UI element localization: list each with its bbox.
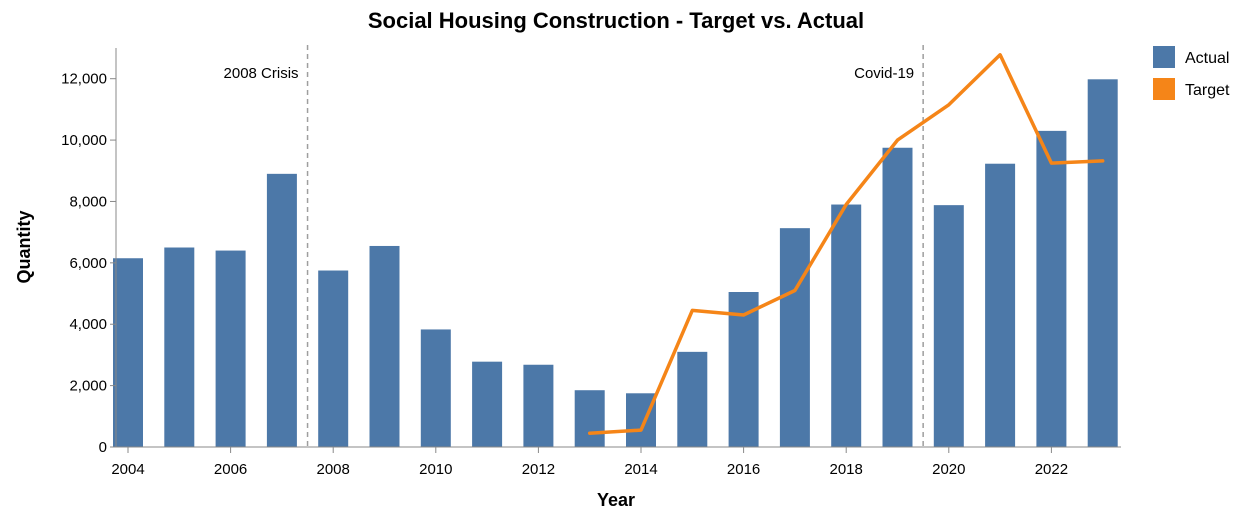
bar-actual-2018 [831, 204, 862, 447]
y-tick-label-12000: 12,000 [61, 71, 107, 88]
bar-actual-2004 [113, 258, 143, 447]
bar-actual-2010 [420, 329, 451, 447]
target-point-2019 [896, 139, 899, 142]
chart-title: Social Housing Construction - Target vs.… [368, 8, 864, 33]
x-tick-label-2016: 2016 [727, 461, 760, 478]
x-axis-title: Year [597, 490, 635, 510]
bar-actual-2008 [318, 270, 349, 447]
x-tick-label-2012: 2012 [522, 461, 555, 478]
target-line-group [587, 53, 1105, 435]
x-tick-label-2022: 2022 [1035, 461, 1068, 478]
y-axis: 0 2,000 4,000 6,000 8,000 10,000 12,000 [61, 48, 117, 456]
bar-actual-2005 [164, 247, 195, 447]
bars [113, 79, 1118, 448]
annotation-label-1: Covid-19 [854, 65, 914, 82]
bar-actual-2013 [574, 390, 605, 447]
x-tick-label-2014: 2014 [624, 461, 657, 478]
legend-label-target: Target [1185, 82, 1230, 99]
target-point-2021 [999, 53, 1002, 56]
target-point-2016 [742, 314, 745, 317]
bar-actual-2007 [266, 173, 297, 448]
bar-actual-2023 [1087, 79, 1118, 447]
annotation-lines [306, 45, 924, 447]
x-tick-label-2004: 2004 [111, 461, 144, 478]
y-tick-label-2000: 2,000 [69, 378, 107, 395]
bar-actual-2009 [369, 245, 400, 447]
y-tick-label-6000: 6,000 [69, 255, 107, 272]
x-tick-label-2018: 2018 [830, 461, 863, 478]
target-point-2015 [691, 309, 694, 312]
legend-swatch-actual [1153, 46, 1175, 68]
bar-actual-2006 [215, 250, 246, 447]
annotation-labels: 2008 Crisis Covid-19 [224, 65, 915, 82]
bar-actual-2014 [626, 393, 656, 447]
bar-actual-2022 [1036, 130, 1067, 447]
bar-actual-2016 [728, 292, 759, 447]
target-point-2018 [845, 203, 848, 206]
x-axis: 2004 2006 2008 2010 2012 2014 2016 2018 2020 2022 [111, 446, 1121, 478]
target-point-2022 [1050, 162, 1053, 165]
legend-label-actual: Actual [1185, 50, 1229, 67]
y-axis-title: Quantity [14, 210, 34, 283]
x-tick-label-2010: 2010 [419, 461, 452, 478]
target-point-2017 [793, 289, 796, 292]
y-tick-label-4000: 4,000 [69, 316, 107, 333]
target-line [587, 53, 1105, 435]
bar-actual-2017 [779, 228, 810, 447]
y-tick-label-10000: 10,000 [61, 132, 107, 149]
bar-actual-2012 [523, 364, 554, 447]
bar-actual-2021 [985, 163, 1016, 447]
target-point-2013 [588, 432, 591, 435]
target-point-2023 [1101, 159, 1104, 162]
y-tick-label-8000: 8,000 [69, 193, 107, 210]
legend-swatch-target [1153, 78, 1175, 100]
x-tick-label-2006: 2006 [214, 461, 247, 478]
y-tick-label-0: 0 [99, 439, 107, 456]
x-tick-label-2008: 2008 [317, 461, 350, 478]
bar-actual-2015 [677, 351, 708, 447]
bar-actual-2019 [882, 147, 913, 447]
bar-actual-2011 [472, 361, 503, 447]
bar-actual-2020 [933, 205, 964, 447]
annotation-label-0: 2008 Crisis [224, 65, 299, 82]
legend: Actual Target [1153, 46, 1230, 100]
x-tick-label-2020: 2020 [932, 461, 965, 478]
target-point-2014 [640, 429, 643, 432]
target-point-2020 [947, 103, 950, 106]
